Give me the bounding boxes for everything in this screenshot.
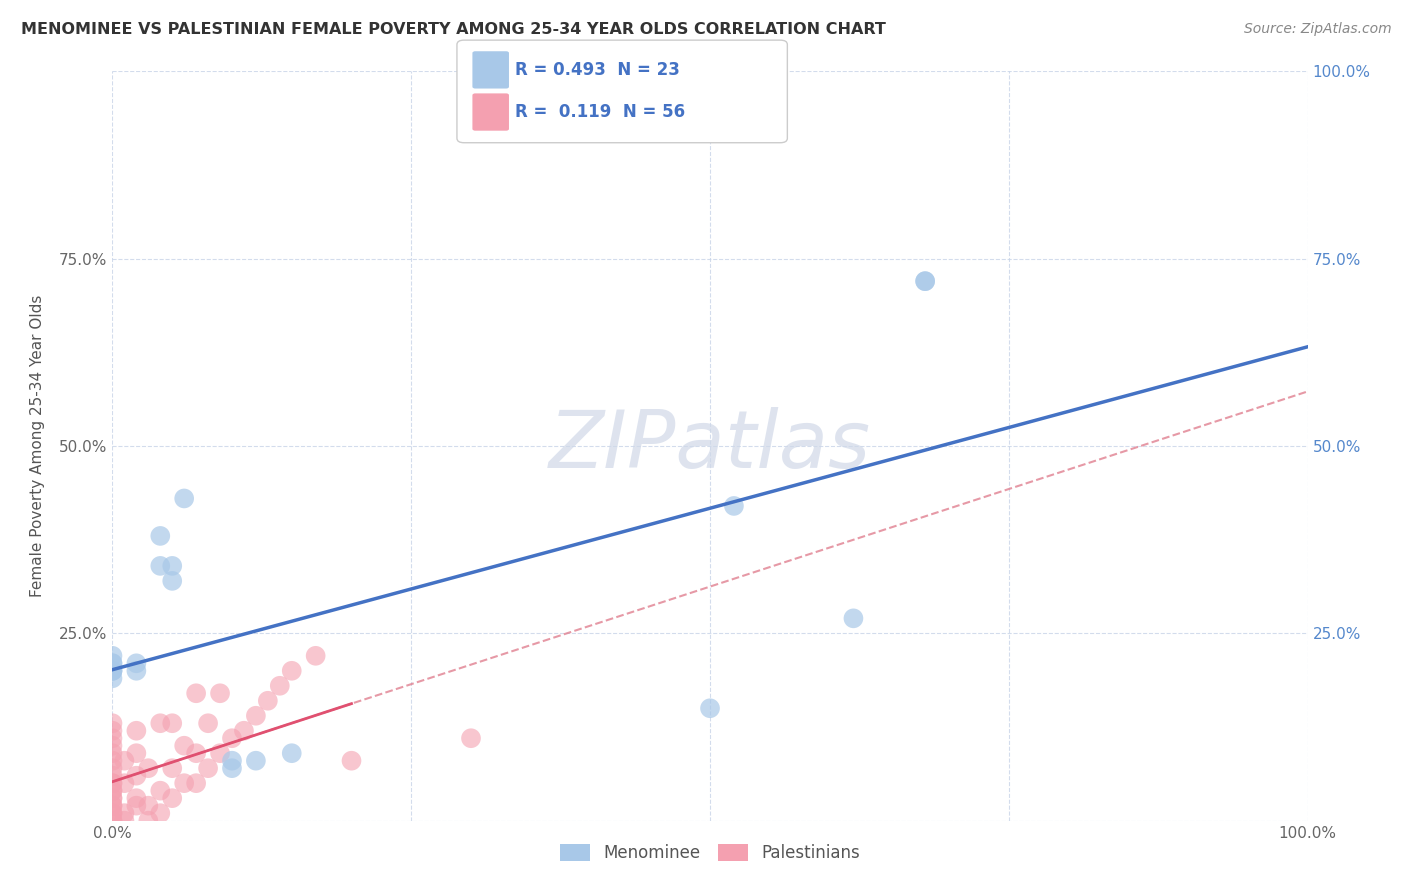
Point bbox=[101, 814, 124, 828]
Point bbox=[173, 739, 195, 753]
Point bbox=[101, 657, 124, 671]
Point bbox=[114, 806, 135, 821]
Legend: Menominee, Palestinians: Menominee, Palestinians bbox=[554, 837, 866, 869]
Point bbox=[233, 723, 256, 738]
Point bbox=[101, 731, 124, 746]
Point bbox=[125, 798, 148, 813]
Text: MENOMINEE VS PALESTINIAN FEMALE POVERTY AMONG 25-34 YEAR OLDS CORRELATION CHART: MENOMINEE VS PALESTINIAN FEMALE POVERTY … bbox=[21, 22, 886, 37]
Point bbox=[101, 769, 124, 783]
Point bbox=[138, 798, 160, 813]
Point bbox=[149, 806, 172, 821]
Point bbox=[101, 791, 124, 805]
Point bbox=[114, 754, 135, 768]
Point bbox=[281, 746, 304, 760]
Point bbox=[269, 679, 291, 693]
Text: ZIPatlas: ZIPatlas bbox=[548, 407, 872, 485]
Point bbox=[101, 657, 124, 671]
Point bbox=[125, 664, 148, 678]
Point bbox=[209, 746, 232, 760]
Point bbox=[101, 806, 124, 821]
Point bbox=[101, 806, 124, 821]
Point bbox=[101, 664, 124, 678]
Point bbox=[101, 716, 124, 731]
Point bbox=[101, 798, 124, 813]
Text: R = 0.493  N = 23: R = 0.493 N = 23 bbox=[515, 61, 679, 78]
Point bbox=[125, 657, 148, 671]
Point bbox=[125, 769, 148, 783]
Point bbox=[257, 694, 280, 708]
Point bbox=[149, 529, 172, 543]
Point bbox=[101, 783, 124, 797]
Point bbox=[101, 648, 124, 663]
Point bbox=[125, 791, 148, 805]
Point bbox=[162, 574, 183, 588]
Point bbox=[101, 814, 124, 828]
Point bbox=[197, 761, 219, 775]
Point bbox=[149, 558, 172, 573]
Point bbox=[101, 664, 124, 678]
Point bbox=[162, 761, 183, 775]
Point bbox=[197, 716, 219, 731]
Point bbox=[101, 723, 124, 738]
Point bbox=[114, 776, 135, 790]
Point bbox=[101, 798, 124, 813]
Point bbox=[340, 754, 363, 768]
Point bbox=[186, 776, 208, 790]
Point bbox=[149, 716, 172, 731]
Point bbox=[101, 776, 124, 790]
Point bbox=[101, 739, 124, 753]
Point bbox=[162, 716, 183, 731]
Point bbox=[221, 761, 243, 775]
Point bbox=[101, 783, 124, 797]
Point bbox=[914, 274, 936, 288]
Point bbox=[221, 731, 243, 746]
Point bbox=[114, 814, 135, 828]
Point bbox=[305, 648, 328, 663]
Point bbox=[842, 611, 865, 625]
Point bbox=[186, 746, 208, 760]
Point bbox=[101, 754, 124, 768]
Point bbox=[101, 746, 124, 760]
Point bbox=[101, 671, 124, 685]
Point bbox=[914, 274, 936, 288]
Point bbox=[138, 814, 160, 828]
Point bbox=[101, 664, 124, 678]
Point bbox=[460, 731, 482, 746]
Point bbox=[162, 558, 183, 573]
Point bbox=[125, 723, 148, 738]
Point bbox=[173, 491, 195, 506]
Point bbox=[221, 754, 243, 768]
Point bbox=[101, 761, 124, 775]
Point bbox=[138, 761, 160, 775]
Point bbox=[699, 701, 721, 715]
Point bbox=[173, 776, 195, 790]
Point bbox=[101, 776, 124, 790]
Point bbox=[209, 686, 232, 700]
Text: Source: ZipAtlas.com: Source: ZipAtlas.com bbox=[1244, 22, 1392, 37]
Point bbox=[723, 499, 745, 513]
Point bbox=[186, 686, 208, 700]
Point bbox=[149, 783, 172, 797]
Point bbox=[245, 708, 267, 723]
Point bbox=[125, 746, 148, 760]
Text: R =  0.119  N = 56: R = 0.119 N = 56 bbox=[515, 103, 685, 121]
Point bbox=[162, 791, 183, 805]
Point bbox=[281, 664, 304, 678]
Y-axis label: Female Poverty Among 25-34 Year Olds: Female Poverty Among 25-34 Year Olds bbox=[31, 295, 45, 597]
Point bbox=[101, 791, 124, 805]
Point bbox=[245, 754, 267, 768]
